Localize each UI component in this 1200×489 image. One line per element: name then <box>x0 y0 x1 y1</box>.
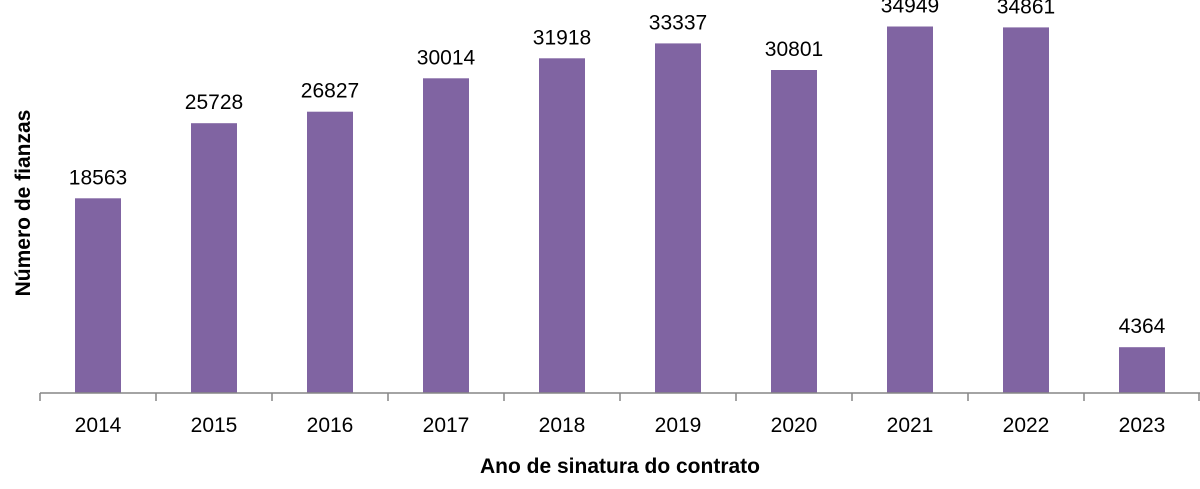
y-axis-title: Número de fianzas <box>12 110 35 297</box>
data-label-2021: 34949 <box>881 0 939 18</box>
data-label-2014: 18563 <box>69 166 127 189</box>
data-label-2015: 25728 <box>185 91 243 114</box>
x-tick-label-2021: 2021 <box>887 414 934 437</box>
bar-2023 <box>1119 347 1165 393</box>
bar-2022 <box>1003 27 1049 394</box>
data-label-2016: 26827 <box>301 80 359 103</box>
bar-2018 <box>539 58 585 394</box>
bar-2016 <box>307 111 353 393</box>
data-label-2017: 30014 <box>417 46 476 69</box>
data-label-2022: 34861 <box>997 0 1055 18</box>
bar-2014 <box>75 198 121 393</box>
x-tick-label-2015: 2015 <box>191 414 238 437</box>
x-tick-label-2019: 2019 <box>655 414 702 437</box>
x-tick-label-2020: 2020 <box>771 414 818 437</box>
bar-2021 <box>887 26 933 393</box>
x-axis-title: Ano de sinatura do contrato <box>480 455 760 478</box>
x-tick-label-2017: 2017 <box>423 414 470 437</box>
bar-2015 <box>191 123 237 393</box>
data-label-2020: 30801 <box>765 38 823 61</box>
bar-2017 <box>423 78 469 394</box>
x-tick-label-2023: 2023 <box>1119 414 1166 437</box>
data-labels-layer: 18563 25728 26827 30014 31918 33337 30801 34949… <box>69 0 1166 338</box>
data-label-2023: 4364 <box>1119 315 1166 338</box>
x-ticks-layer <box>39 393 1200 401</box>
bars-layer <box>75 26 1165 394</box>
data-label-2019: 33337 <box>649 11 707 34</box>
data-label-2018: 31918 <box>533 26 591 49</box>
bar-2020 <box>771 70 817 393</box>
x-tick-label-2018: 2018 <box>539 414 586 437</box>
x-tick-label-2022: 2022 <box>1003 414 1050 437</box>
x-tick-label-2016: 2016 <box>307 414 354 437</box>
x-tick-labels-layer: 2014 2015 2016 2017 2018 2019 2020 2021 2022 2023 <box>75 414 1166 437</box>
x-tick-label-2014: 2014 <box>75 414 122 437</box>
bar-2019 <box>655 43 701 394</box>
